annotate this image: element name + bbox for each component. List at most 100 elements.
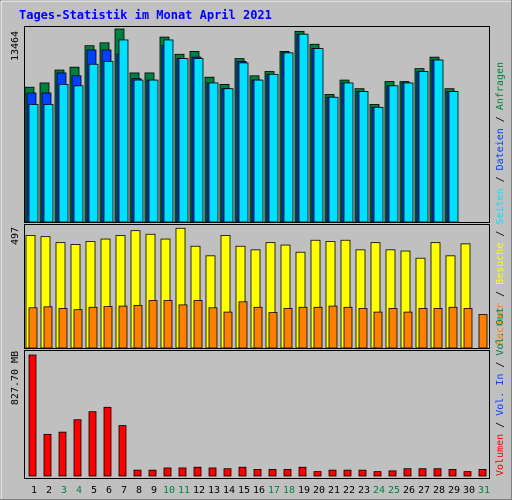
volume-panel-frame [24, 350, 490, 479]
hits-ymax-label: 13464 [10, 31, 21, 61]
bar-rechner-day-19 [298, 306, 308, 349]
x-tick-label-day-12: 12 [193, 485, 205, 496]
bar-rechner-day-18 [283, 308, 293, 349]
x-tick-label-day-2: 2 [46, 485, 52, 496]
bar-seiten-day-3 [58, 83, 69, 223]
legend-dateien: Dateien [495, 128, 506, 170]
bar-volumen-day-13 [208, 467, 217, 477]
bar-seiten-day-12 [193, 58, 204, 223]
bar-seiten-day-20 [313, 48, 324, 223]
bar-volumen-day-21 [328, 469, 337, 477]
bar-rechner-day-14 [223, 311, 233, 349]
bar-volumen-day-29 [448, 469, 457, 477]
bar-volumen-day-14 [223, 468, 232, 477]
bar-rechner-day-27 [418, 308, 428, 349]
x-tick-label-day-21: 21 [328, 485, 340, 496]
bar-volumen-day-31 [478, 469, 487, 477]
x-tick-label-day-16: 16 [253, 485, 265, 496]
legend-rechner: Rechner [495, 303, 506, 345]
x-tick-label-day-30: 30 [463, 485, 475, 496]
bar-volumen-day-12 [193, 466, 202, 477]
x-tick-label-day-23: 23 [358, 485, 370, 496]
bar-volumen-day-16 [253, 469, 262, 477]
bar-rechner-day-26 [403, 311, 413, 349]
bar-volumen-day-26 [403, 468, 412, 477]
x-tick-label-day-20: 20 [313, 485, 325, 496]
x-tick-label-day-9: 9 [151, 485, 157, 496]
bar-seiten-day-27 [418, 71, 429, 223]
volume-ymax-label: 827.70 MB [10, 351, 21, 405]
bar-seiten-day-14 [223, 88, 234, 223]
bar-volumen-day-2 [43, 433, 52, 477]
hits-panel-frame [24, 26, 490, 223]
bar-volumen-day-11 [178, 467, 187, 477]
bar-seiten-day-23 [358, 91, 369, 223]
x-tick-label-day-1: 1 [31, 485, 37, 496]
x-tick-label-day-24: 24 [373, 485, 385, 496]
x-tick-label-day-4: 4 [76, 485, 82, 496]
bar-rechner-day-25 [388, 308, 398, 349]
bar-seiten-day-13 [208, 82, 219, 223]
bar-seiten-day-2 [43, 104, 54, 223]
bar-rechner-day-8 [133, 304, 143, 349]
bar-rechner-day-23 [358, 308, 368, 349]
bar-seiten-day-24 [373, 106, 384, 223]
bar-volumen-day-8 [133, 469, 142, 477]
bar-seiten-day-17 [268, 73, 279, 223]
x-tick-label-day-10: 10 [163, 485, 175, 496]
x-tick-label-day-11: 11 [178, 485, 190, 496]
hits-right-legend: Rechner / Besuche / Seiten / Dateien / A… [495, 62, 506, 345]
bar-seiten-day-18 [283, 52, 294, 223]
x-tick-label-day-25: 25 [388, 485, 400, 496]
bar-rechner-day-21 [328, 305, 338, 349]
bar-volumen-day-17 [268, 469, 277, 477]
bar-volumen-day-27 [418, 468, 427, 477]
bar-seiten-day-1 [28, 104, 39, 223]
bar-rechner-day-30 [463, 308, 473, 349]
bar-volumen-day-10 [163, 467, 172, 477]
bar-seiten-day-22 [343, 82, 354, 223]
bar-seiten-day-10 [163, 39, 174, 223]
visits-panel-frame [24, 224, 490, 349]
x-tick-label-day-7: 7 [121, 485, 127, 496]
bar-volumen-day-22 [343, 469, 352, 477]
x-tick-label-day-13: 13 [208, 485, 220, 496]
x-tick-label-day-5: 5 [91, 485, 97, 496]
bar-volumen-day-23 [358, 469, 367, 477]
bar-seiten-day-15 [238, 62, 249, 223]
bar-volumen-day-4 [73, 419, 82, 477]
x-tick-label-day-3: 3 [61, 485, 67, 496]
bar-rechner-day-29 [448, 306, 458, 349]
bar-volumen-day-19 [298, 466, 307, 477]
x-tick-label-day-29: 29 [448, 485, 460, 496]
bar-seiten-day-7 [118, 39, 129, 223]
bar-rechner-day-24 [373, 311, 383, 349]
bar-rechner-day-28 [433, 308, 443, 349]
x-tick-label-day-17: 17 [268, 485, 280, 496]
x-tick-label-day-6: 6 [106, 485, 112, 496]
legend-seiten: Seiten [495, 188, 506, 224]
volume-right-legend: Volumen / Vol. In / Vol. Out [495, 307, 506, 476]
chart-bars [24, 28, 488, 477]
bar-rechner-day-16 [253, 306, 263, 349]
legend-anfragen: Anfragen [495, 62, 506, 110]
bar-seiten-day-16 [253, 79, 264, 223]
bar-seiten-day-11 [178, 58, 189, 223]
bar-volumen-day-20 [313, 471, 322, 477]
x-tick-label-day-8: 8 [136, 485, 142, 496]
bar-rechner-day-6 [103, 306, 113, 349]
bar-volumen-day-5 [88, 411, 97, 477]
x-tick-label-day-18: 18 [283, 485, 295, 496]
bar-rechner-day-2 [43, 306, 53, 349]
x-axis-day-labels: 1 2 3 4 5 6 7 8 9 10 11 12 13 14 15 16 17 18 19 20 21 22 23 24 2… [31, 485, 490, 496]
bar-volumen-day-24 [373, 471, 382, 477]
bar-rechner-day-11 [178, 304, 188, 349]
bar-rechner-day-17 [268, 312, 278, 349]
x-tick-label-day-22: 22 [343, 485, 355, 496]
bar-seiten-day-8 [133, 79, 144, 223]
bar-rechner-day-22 [343, 306, 353, 349]
bar-volumen-day-30 [463, 471, 472, 477]
legend-vol-out: Vol. Out [495, 307, 506, 355]
legend-volumen: Volumen [495, 434, 506, 476]
bar-seiten-day-4 [73, 85, 84, 223]
